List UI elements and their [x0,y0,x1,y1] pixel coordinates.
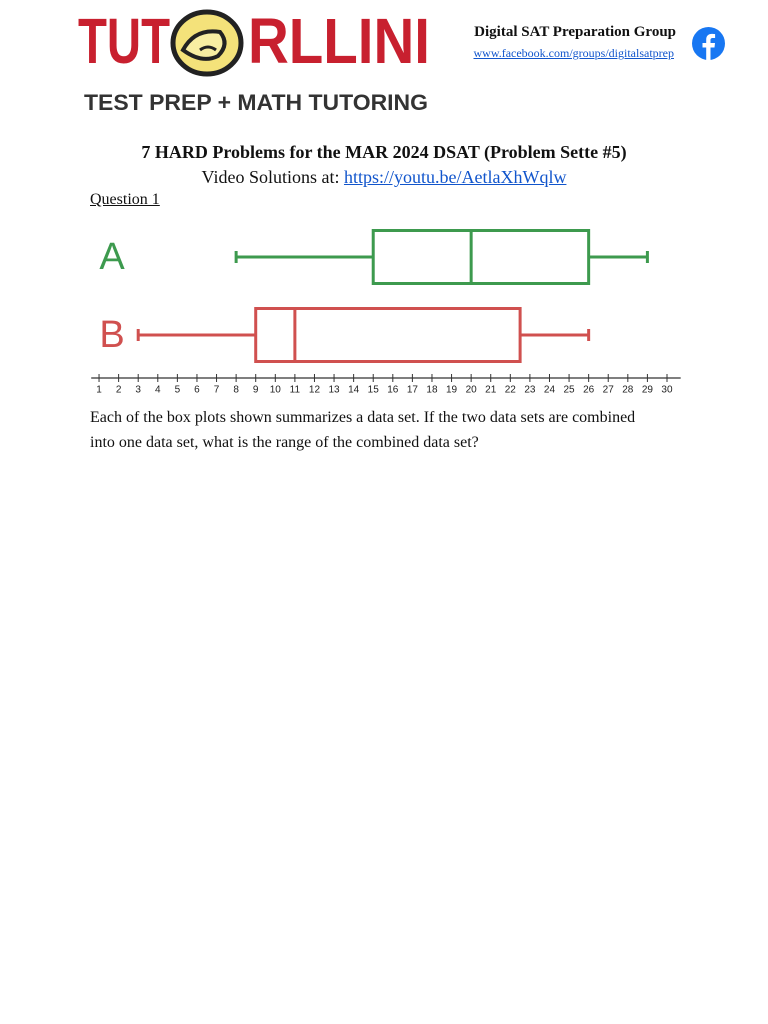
x-tick-label: 11 [290,385,301,395]
group-link[interactable]: www.facebook.com/groups/digitalsatprep [473,46,674,60]
question-label: Question 1 [90,191,160,208]
x-tick-label: 10 [270,385,282,395]
x-tick-label: 7 [214,385,220,395]
x-tick-label: 25 [564,385,576,395]
x-tick-label: 16 [387,385,399,395]
box-plot-chart: 1 2 3 4 5 6 7 8 9 10 11 12 13 14 15 16 17 18 19 20 21 22 23 24 2… [91,229,681,395]
video-label: Video Solutions at: [201,167,340,187]
x-tick-label: 15 [368,385,380,395]
logo: TUT RLLINI TEST PREP + MATH TUTORING [78,5,430,115]
series-label: A [99,236,125,278]
logo-icon [170,9,244,77]
x-tick-label: 12 [309,385,321,395]
x-tick-label: 22 [505,385,517,395]
x-tick-label: 1 [96,385,102,395]
x-tick-label: 17 [407,385,419,395]
x-tick-label: 21 [485,385,497,395]
video-line: Video Solutions at: https://youtu.be/Aet… [0,167,768,188]
x-tick-label: 9 [253,385,259,395]
x-tick-label: 3 [135,385,141,395]
x-tick-label: 14 [348,385,360,395]
question-text: Each of the box plots shown summarizes a… [90,409,636,451]
x-tick-label: 19 [446,385,458,395]
x-tick-label: 30 [661,385,673,395]
x-tick-label: 23 [524,385,536,395]
logo-text: TUT [78,5,170,77]
x-tick-label: 29 [642,385,654,395]
series-label: B [99,314,124,356]
x-tick-label: 13 [328,385,340,395]
x-tick-label: 4 [155,385,161,395]
x-tick-label: 6 [194,385,200,395]
facebook-icon[interactable] [692,27,725,60]
x-tick-label: 27 [603,385,615,395]
video-link[interactable]: https://youtu.be/AetlaXhWqlw [343,167,567,187]
x-tick-label: 5 [175,385,181,395]
box [371,229,591,285]
x-tick-label: 20 [466,385,478,395]
logo-text: RLLINI [248,5,430,77]
group-name: Digital SAT Preparation Group [474,24,676,40]
x-tick-label: 24 [544,385,556,395]
x-tick-label: 28 [622,385,634,395]
x-tick-label: 2 [116,385,122,395]
x-tick-label: 8 [233,385,239,395]
title: 7 HARD Problems for the MAR 2024 DSAT (P… [141,142,627,162]
logo-tagline: TEST PREP + MATH TUTORING [84,90,428,115]
x-tick-label: 18 [426,385,438,395]
x-tick-label: 26 [583,385,595,395]
